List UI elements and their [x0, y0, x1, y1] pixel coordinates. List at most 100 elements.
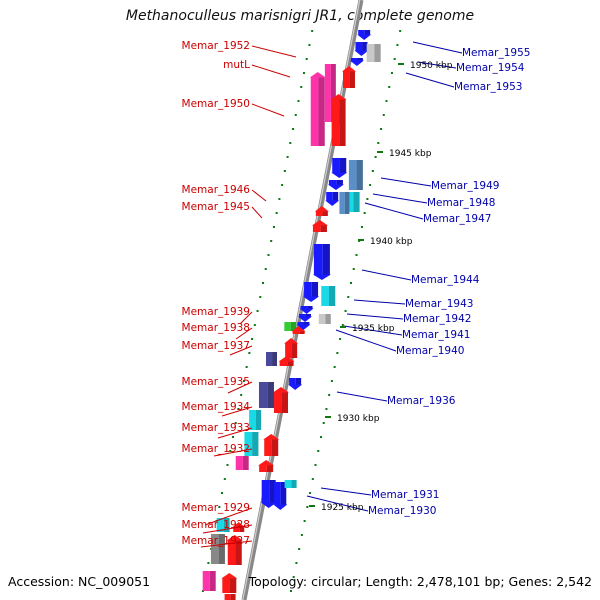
scale-tick — [340, 326, 346, 328]
gene-label: Memar_1953 — [454, 81, 522, 93]
tick-dot — [281, 184, 284, 186]
gene-arrowhead-down — [349, 60, 364, 66]
gene-block — [309, 72, 326, 146]
gene-side — [356, 160, 363, 190]
gene-face — [227, 540, 236, 565]
tick-dot — [308, 44, 311, 46]
gene-block — [258, 460, 275, 472]
map-title: Methanoculleus marisnigri JR1, complete … — [125, 8, 475, 24]
gene-side — [255, 410, 262, 430]
gene-side — [304, 322, 310, 325]
tick-dot — [325, 408, 328, 410]
gene-face — [279, 361, 288, 366]
gene-arrowhead-down — [260, 502, 277, 508]
gene-face — [313, 244, 323, 275]
tick-dot — [218, 506, 221, 508]
leader-line — [372, 193, 428, 204]
gene-label: Memar_1942 — [403, 313, 471, 325]
gene-label: Memar_1932 — [182, 443, 250, 455]
leader-line — [251, 189, 267, 202]
tick-dot — [207, 562, 210, 564]
tick-dot — [302, 72, 305, 74]
gene-side — [299, 331, 305, 334]
tick-dot — [226, 464, 229, 466]
gene-face — [331, 99, 340, 146]
gene-label: Memar_1929 — [182, 502, 250, 514]
gene-arrowhead-down — [299, 308, 314, 314]
gene-side — [325, 314, 331, 324]
gene-arrowhead-up — [278, 356, 295, 362]
gene-block — [202, 571, 216, 591]
tick-dot — [248, 352, 251, 354]
gene-side — [239, 527, 245, 532]
gene-side — [291, 343, 298, 358]
gene-side — [295, 378, 302, 385]
tick-dot — [317, 450, 320, 452]
tick-dot — [223, 478, 226, 480]
gene-face — [332, 158, 340, 173]
gene-side — [305, 314, 311, 317]
gene-block — [297, 314, 312, 322]
leader-line — [251, 103, 285, 117]
gene-arrowhead-down — [303, 296, 320, 302]
leader-line — [343, 325, 403, 336]
tick-dot — [267, 254, 270, 256]
leader-line — [200, 540, 253, 548]
tick-dot — [363, 212, 366, 214]
tick-dot — [306, 506, 309, 508]
tick-dot — [380, 128, 383, 130]
tick-dot — [262, 282, 265, 284]
leader-line — [239, 311, 253, 325]
leader-line — [204, 507, 253, 526]
gene-face — [297, 322, 305, 325]
gene-block — [224, 594, 236, 600]
leader-line — [251, 206, 263, 219]
gene-arrowhead-up — [273, 387, 289, 393]
gene-block — [244, 432, 259, 456]
tick-dot — [289, 590, 292, 592]
gene-face — [318, 314, 326, 324]
tick-dot — [360, 226, 363, 228]
gene-block — [291, 326, 306, 334]
gene-arrowhead-up — [330, 94, 347, 100]
tick-dot — [352, 268, 355, 270]
gene-side — [322, 244, 330, 275]
tick-dot — [297, 100, 300, 102]
gene-side — [339, 158, 347, 173]
gene-face — [312, 225, 321, 232]
tick-dot — [330, 380, 333, 382]
gene-side — [252, 432, 259, 456]
scale-tick — [358, 239, 364, 241]
gene-arrowhead-down — [273, 504, 288, 510]
gene-face — [324, 64, 331, 122]
gene-arrowhead-down — [331, 172, 348, 178]
gene-label: Memar_1941 — [402, 329, 470, 341]
leader-line — [361, 269, 412, 281]
gene-label: Memar_1939 — [182, 306, 250, 318]
gene-side — [328, 286, 336, 306]
tick-dot — [314, 464, 317, 466]
gene-face — [249, 410, 256, 430]
tick-dot — [311, 30, 314, 32]
gene-block — [284, 480, 297, 488]
tick-dot — [289, 142, 292, 144]
tick-dot — [300, 534, 303, 536]
gene-face — [284, 322, 291, 331]
gene-block — [249, 410, 262, 430]
tick-dot — [221, 492, 224, 494]
tick-dot — [245, 366, 248, 368]
gene-arrowhead-down — [288, 384, 303, 390]
gene-side — [291, 480, 297, 488]
gene-label: Memar_1933 — [182, 422, 250, 434]
gene-arrowhead-up — [314, 206, 329, 212]
tick-dot — [237, 408, 240, 410]
gene-side — [287, 361, 294, 366]
gene-arrowhead-down — [354, 50, 369, 56]
leader-line — [251, 64, 291, 78]
gene-label: Memar_1930 — [368, 505, 436, 517]
tick-dot — [292, 128, 295, 130]
leader-line — [306, 495, 369, 512]
tick-dot — [385, 100, 388, 102]
gene-side — [362, 42, 368, 51]
gene-block — [331, 158, 348, 178]
